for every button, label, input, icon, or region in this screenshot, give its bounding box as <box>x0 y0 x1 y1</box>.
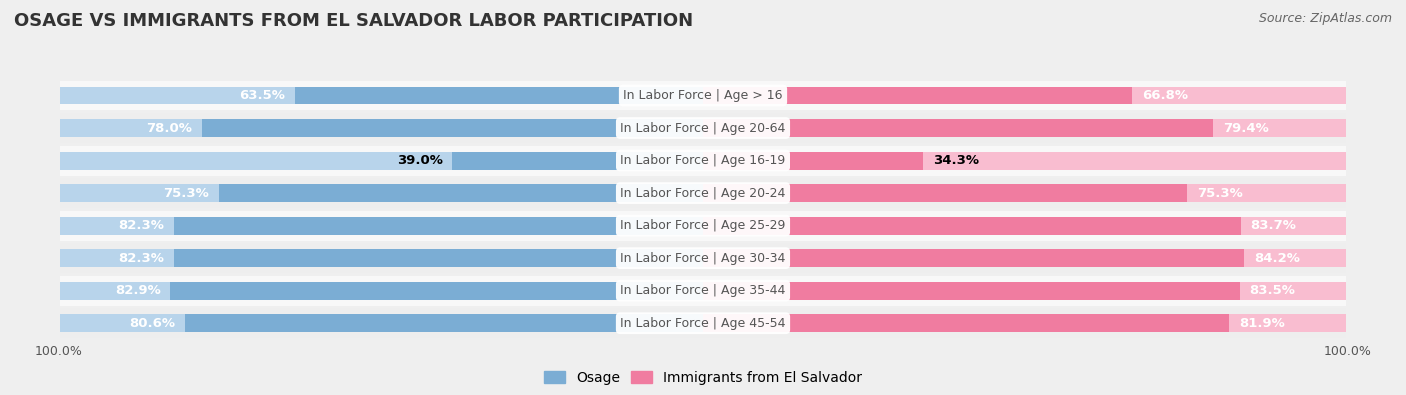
Text: 63.5%: 63.5% <box>239 89 285 102</box>
Bar <box>703 282 1240 300</box>
Text: In Labor Force | Age 25-29: In Labor Force | Age 25-29 <box>620 219 786 232</box>
Text: 82.3%: 82.3% <box>118 219 165 232</box>
Text: 80.6%: 80.6% <box>129 317 176 330</box>
Text: In Labor Force | Age 30-34: In Labor Force | Age 30-34 <box>620 252 786 265</box>
Bar <box>703 217 1346 235</box>
Bar <box>60 308 1346 338</box>
Bar <box>170 282 703 300</box>
Text: 82.3%: 82.3% <box>118 252 165 265</box>
Bar <box>60 152 703 169</box>
Bar <box>60 184 703 202</box>
Bar <box>703 152 924 169</box>
Bar <box>60 276 1346 306</box>
Bar <box>703 87 1346 104</box>
Bar <box>703 282 1346 300</box>
Text: 66.8%: 66.8% <box>1142 89 1188 102</box>
Bar <box>60 249 703 267</box>
Text: In Labor Force | Age 20-64: In Labor Force | Age 20-64 <box>620 122 786 135</box>
Bar <box>703 184 1187 202</box>
Text: 100.0%: 100.0% <box>1323 345 1371 358</box>
Text: In Labor Force | Age 20-24: In Labor Force | Age 20-24 <box>620 186 786 199</box>
Bar <box>60 146 1346 175</box>
Bar <box>60 113 1346 143</box>
Text: 83.7%: 83.7% <box>1250 219 1296 232</box>
Legend: Osage, Immigrants from El Salvador: Osage, Immigrants from El Salvador <box>538 365 868 390</box>
Bar <box>60 119 703 137</box>
Text: 75.3%: 75.3% <box>1197 186 1243 199</box>
Bar <box>703 249 1346 267</box>
Bar <box>186 314 703 332</box>
Bar <box>219 184 703 202</box>
Bar <box>174 249 703 267</box>
Bar <box>201 119 703 137</box>
Bar <box>60 314 703 332</box>
Text: 100.0%: 100.0% <box>35 345 83 358</box>
Bar <box>60 87 703 104</box>
Text: 79.4%: 79.4% <box>1223 122 1268 135</box>
Text: 39.0%: 39.0% <box>396 154 443 167</box>
Text: In Labor Force | Age 16-19: In Labor Force | Age 16-19 <box>620 154 786 167</box>
Text: 78.0%: 78.0% <box>146 122 193 135</box>
Bar <box>453 152 703 169</box>
Bar <box>703 184 1346 202</box>
Bar <box>60 282 703 300</box>
Text: 81.9%: 81.9% <box>1239 317 1285 330</box>
Text: 82.9%: 82.9% <box>115 284 160 297</box>
Bar <box>703 217 1241 235</box>
Bar <box>703 314 1229 332</box>
Text: OSAGE VS IMMIGRANTS FROM EL SALVADOR LABOR PARTICIPATION: OSAGE VS IMMIGRANTS FROM EL SALVADOR LAB… <box>14 12 693 30</box>
Bar <box>703 119 1213 137</box>
Text: 34.3%: 34.3% <box>934 154 979 167</box>
Bar <box>295 87 703 104</box>
Text: 83.5%: 83.5% <box>1250 284 1295 297</box>
Text: 75.3%: 75.3% <box>163 186 209 199</box>
Bar <box>703 152 1346 169</box>
Bar <box>174 217 703 235</box>
Bar <box>60 217 703 235</box>
Bar <box>60 81 1346 111</box>
Bar <box>703 249 1244 267</box>
Text: In Labor Force | Age 35-44: In Labor Force | Age 35-44 <box>620 284 786 297</box>
Bar <box>703 119 1346 137</box>
Bar <box>60 243 1346 273</box>
Bar <box>703 87 1132 104</box>
Text: Source: ZipAtlas.com: Source: ZipAtlas.com <box>1258 12 1392 25</box>
Text: 84.2%: 84.2% <box>1254 252 1299 265</box>
Bar <box>60 178 1346 208</box>
Bar <box>60 211 1346 241</box>
Text: In Labor Force | Age > 16: In Labor Force | Age > 16 <box>623 89 783 102</box>
Text: In Labor Force | Age 45-54: In Labor Force | Age 45-54 <box>620 317 786 330</box>
Bar <box>703 314 1346 332</box>
